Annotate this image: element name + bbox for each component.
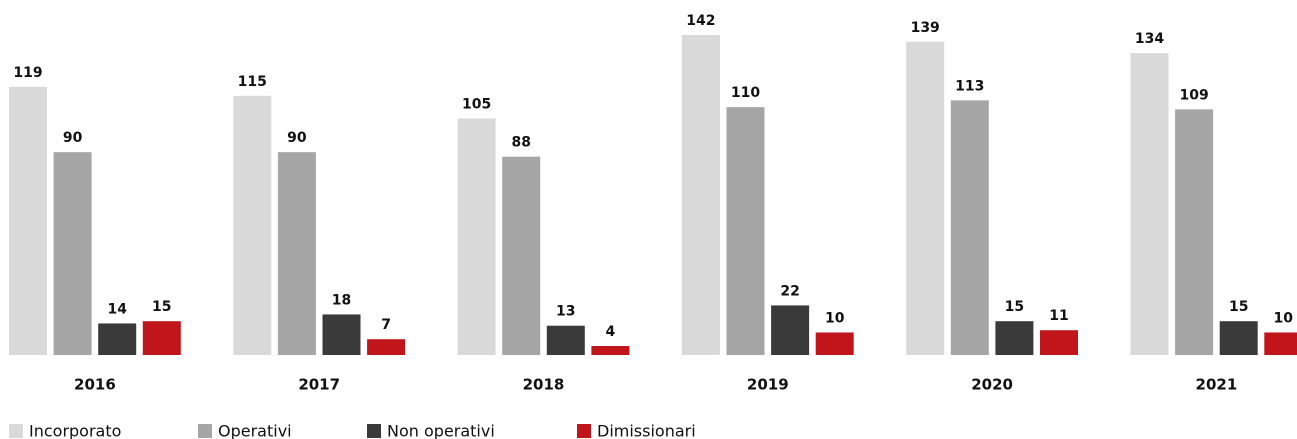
data-label: 22: [780, 283, 799, 299]
data-label: 90: [63, 130, 83, 146]
data-label: 88: [511, 135, 530, 151]
data-label: 134: [1135, 31, 1164, 47]
bar: [1130, 53, 1169, 355]
bar: [995, 321, 1034, 355]
legend-swatch: [9, 424, 23, 438]
x-tick-label: 2020: [971, 376, 1013, 394]
x-tick-label: 2017: [298, 376, 340, 394]
bar: [277, 152, 316, 355]
x-tick-label: 2016: [74, 376, 116, 394]
bar: [771, 305, 810, 355]
bar: [815, 332, 854, 355]
data-label: 10: [1274, 310, 1294, 326]
bar: [1264, 332, 1297, 355]
data-label: 109: [1179, 87, 1208, 103]
data-label: 15: [1229, 299, 1248, 315]
data-label: 10: [825, 310, 845, 326]
bar: [726, 107, 765, 356]
data-label: 105: [462, 96, 491, 112]
bar: [1040, 330, 1078, 355]
legend-label: Incorporato: [29, 422, 121, 439]
bar: [502, 156, 541, 355]
bar: [950, 100, 989, 355]
legend-swatch: [367, 424, 381, 438]
bar: [9, 86, 47, 355]
bar: [367, 339, 406, 355]
data-label: 15: [1005, 299, 1024, 315]
data-label: 18: [332, 292, 351, 308]
bar: [1219, 321, 1258, 355]
legend-swatch: [577, 424, 591, 438]
bar: [591, 345, 630, 355]
data-label: 4: [606, 324, 616, 340]
data-label: 113: [955, 78, 984, 94]
bar: [233, 95, 272, 356]
legend-label: Dimissionari: [597, 422, 696, 439]
x-tick-label: 2018: [523, 376, 565, 394]
x-tick-label: 2021: [1196, 376, 1238, 394]
bar: [546, 325, 585, 355]
x-tick-label: 2019: [747, 376, 789, 394]
data-label: 90: [287, 130, 307, 146]
data-label: 115: [238, 74, 267, 90]
bar: [322, 314, 361, 355]
data-label: 119: [13, 65, 42, 81]
bar: [53, 152, 92, 355]
bar: [1175, 109, 1214, 355]
data-label: 7: [381, 317, 391, 333]
data-label: 13: [556, 304, 575, 320]
bar: [906, 41, 945, 356]
data-label: 139: [911, 20, 940, 36]
legend-swatch: [198, 424, 212, 438]
data-label: 142: [686, 13, 715, 29]
data-label: 11: [1049, 308, 1068, 324]
data-label: 15: [152, 299, 171, 315]
bar: [681, 35, 720, 355]
data-label: 14: [107, 301, 127, 317]
data-label: 110: [731, 85, 760, 101]
legend-label: Operativi: [218, 422, 292, 439]
bar: [142, 321, 181, 355]
bar: [98, 323, 137, 355]
bar: [457, 118, 496, 355]
legend-label: Non operativi: [387, 422, 495, 439]
